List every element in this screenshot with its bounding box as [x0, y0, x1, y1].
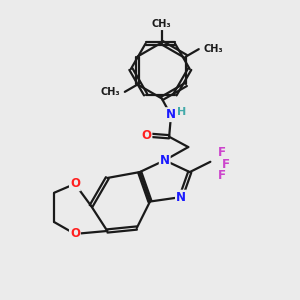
- Text: CH₃: CH₃: [203, 44, 223, 54]
- Text: CH₃: CH₃: [152, 19, 172, 29]
- Text: CH₃: CH₃: [101, 87, 120, 97]
- Text: N: N: [176, 190, 186, 204]
- Text: N: N: [160, 154, 170, 167]
- Text: F: F: [218, 169, 226, 182]
- Text: O: O: [142, 129, 152, 142]
- Text: F: F: [222, 158, 230, 171]
- Text: O: O: [70, 227, 80, 240]
- Text: N: N: [166, 108, 176, 121]
- Text: F: F: [218, 146, 226, 159]
- Text: O: O: [70, 177, 80, 190]
- Text: H: H: [177, 107, 186, 117]
